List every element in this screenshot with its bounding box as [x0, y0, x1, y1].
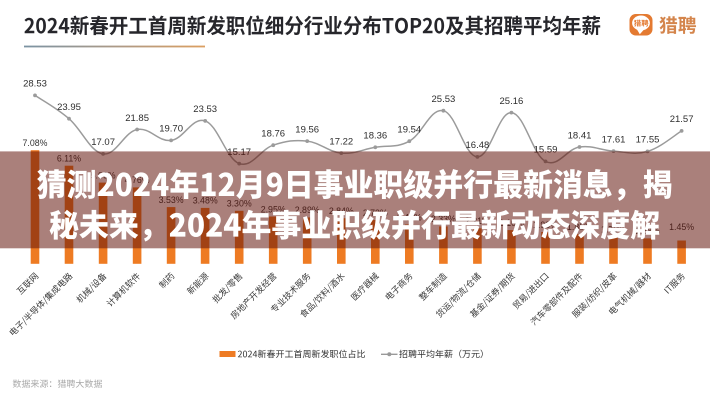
- svg-text:23.95: 23.95: [57, 102, 81, 113]
- svg-text:15.59: 15.59: [534, 145, 558, 156]
- svg-text:21.57: 21.57: [670, 114, 694, 125]
- svg-text:17.55: 17.55: [636, 135, 660, 146]
- svg-text:17.22: 17.22: [329, 136, 353, 147]
- svg-text:18.41: 18.41: [568, 130, 592, 141]
- svg-text:17.07: 17.07: [91, 137, 115, 148]
- svg-text:23.53: 23.53: [193, 104, 217, 115]
- svg-text:19.56: 19.56: [295, 124, 319, 135]
- svg-text:16.48: 16.48: [466, 140, 490, 151]
- svg-text:7.08%: 7.08%: [23, 138, 48, 148]
- svg-text:18.36: 18.36: [363, 131, 387, 142]
- svg-text:17.61: 17.61: [602, 134, 626, 145]
- svg-text:28.53: 28.53: [23, 79, 47, 90]
- svg-text:18.76: 18.76: [261, 129, 285, 140]
- svg-text:25.53: 25.53: [432, 94, 456, 105]
- svg-text:19.54: 19.54: [397, 125, 421, 136]
- svg-text:25.16: 25.16: [500, 96, 524, 107]
- svg-text:21.85: 21.85: [125, 113, 149, 124]
- svg-text:19.70: 19.70: [159, 124, 183, 135]
